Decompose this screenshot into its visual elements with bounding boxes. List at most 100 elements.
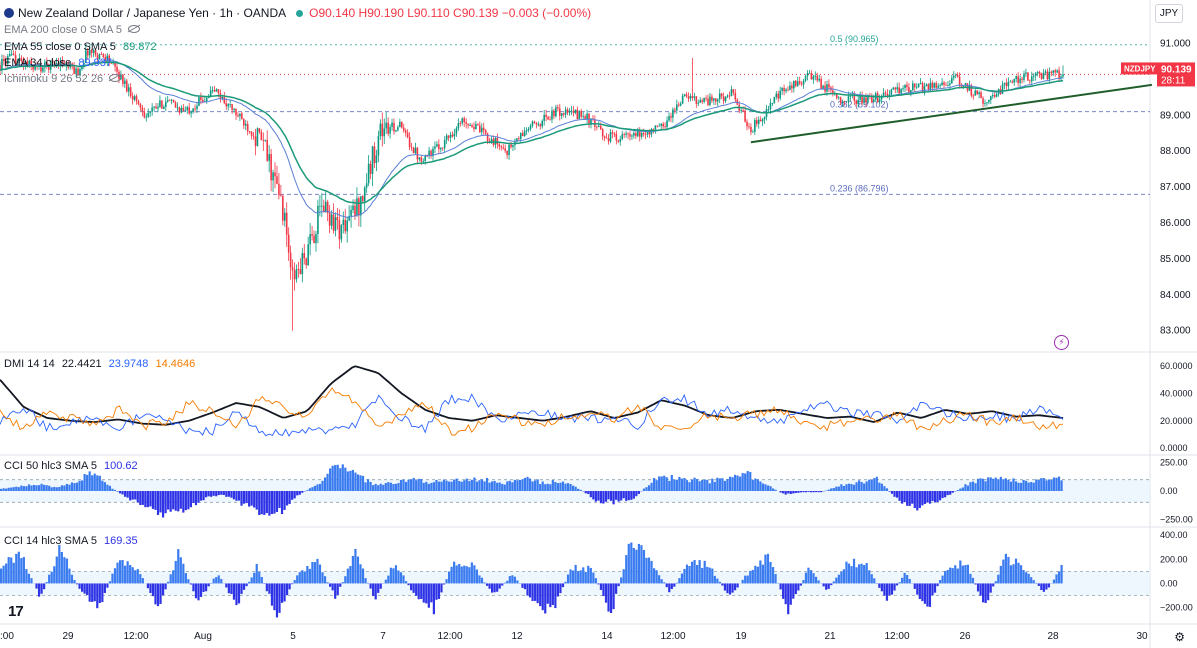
cci14-bar xyxy=(696,564,699,584)
candle-body xyxy=(385,122,387,129)
cci50-bar xyxy=(359,475,362,491)
cci50-bar xyxy=(1017,482,1020,491)
dmi-tick-label: 0.0000 xyxy=(1160,443,1188,453)
cci14-bar xyxy=(936,583,939,587)
cci50-bar xyxy=(1050,479,1053,491)
hidden-eye-icon[interactable] xyxy=(128,25,141,33)
cci14-bar xyxy=(298,572,301,584)
candle-body xyxy=(1019,78,1021,83)
cci50-bar xyxy=(129,491,132,501)
cci14-bar xyxy=(20,558,23,584)
candle-body xyxy=(666,120,668,128)
cci14-bar xyxy=(627,543,630,584)
cci50-bar xyxy=(625,491,628,501)
cci50-bar xyxy=(982,478,985,491)
candle-body xyxy=(804,76,807,81)
cci50-bar xyxy=(901,491,904,504)
dmi-legend[interactable]: DMI 14 14 22.4421 23.9748 14.4646 xyxy=(4,358,195,370)
candle-body xyxy=(465,122,467,124)
ema55-legend[interactable]: EMA 55 close 0 SMA 5 89.872 xyxy=(4,41,157,53)
cci50-bar xyxy=(280,491,284,515)
cci14-bar xyxy=(344,576,347,584)
currency-button[interactable]: JPY xyxy=(1155,4,1183,23)
cci50-bar xyxy=(60,485,63,491)
cci50-bar xyxy=(232,491,236,500)
cci14-bar xyxy=(966,564,970,584)
cci50-bar xyxy=(15,486,18,491)
cci50-bar xyxy=(577,488,580,491)
candle-body xyxy=(330,214,333,226)
candle-body xyxy=(952,75,955,78)
candle-body xyxy=(373,146,376,164)
candle-body xyxy=(455,128,458,134)
cci14-bar xyxy=(369,583,372,589)
cci50-legend[interactable]: CCI 50 hlc3 SMA 5 100.62 xyxy=(4,460,138,472)
cci50-bar xyxy=(161,491,165,518)
candle-body xyxy=(685,94,688,97)
cci14-bar xyxy=(402,575,405,584)
ichimoku-legend[interactable]: Ichimoku 9 26 52 26 xyxy=(4,73,122,85)
candle-body xyxy=(322,205,325,213)
cci50-bar xyxy=(174,491,177,511)
cci14-bar xyxy=(721,583,724,586)
cci50-bar xyxy=(339,468,342,491)
ema34-legend[interactable]: EMA 34 close 89.937 xyxy=(4,57,112,69)
candle-body xyxy=(954,74,957,76)
candle-body xyxy=(447,135,450,138)
candle-body xyxy=(835,93,838,98)
candle-body xyxy=(793,80,795,89)
cci50-bar xyxy=(589,491,592,498)
candle-body xyxy=(504,148,506,151)
price-tick-label: 91.000 xyxy=(1160,39,1191,50)
candle-body xyxy=(904,84,906,89)
cci14-bar xyxy=(718,581,721,584)
cci50-bar xyxy=(761,483,765,491)
candle-body xyxy=(1052,70,1055,73)
cci50-bar xyxy=(351,469,355,491)
candle-body xyxy=(190,112,192,114)
lightning-icon[interactable]: ⚡ xyxy=(1054,335,1069,350)
candle-body xyxy=(274,172,276,177)
candle-body xyxy=(853,94,856,101)
candle-body xyxy=(332,214,335,231)
cci50-bar xyxy=(716,477,719,491)
candle-body xyxy=(244,123,247,126)
candle-body xyxy=(252,135,255,137)
candle-body xyxy=(168,100,171,102)
cci50-bar xyxy=(118,491,122,494)
cci50-bar xyxy=(916,491,919,511)
cci14-bar xyxy=(579,570,582,584)
candle-body xyxy=(1042,72,1045,79)
candle-body xyxy=(326,201,329,213)
cci50-value: 100.62 xyxy=(104,460,138,472)
ema200-legend[interactable]: EMA 200 close 0 SMA 5 xyxy=(4,24,141,36)
ema200-label: EMA 200 close 0 SMA 5 xyxy=(4,24,123,36)
candle-body xyxy=(297,269,300,270)
candle-body xyxy=(808,72,811,74)
cci50-bar xyxy=(584,491,587,494)
minus-di-value: 14.4646 xyxy=(155,358,196,370)
candle-body xyxy=(149,111,151,113)
candle-body xyxy=(235,108,237,116)
candle-body xyxy=(1032,75,1035,77)
candle-body xyxy=(849,95,852,97)
cci14-bar xyxy=(852,558,856,584)
hidden-eye-icon[interactable] xyxy=(109,74,122,82)
cci14-bar xyxy=(544,583,547,614)
cci14-bar xyxy=(850,566,853,584)
candle-body xyxy=(375,155,378,164)
cci14-legend[interactable]: CCI 14 hlc3 SMA 5 169.35 xyxy=(4,535,138,547)
candle-body xyxy=(406,132,409,138)
cci14-bar xyxy=(427,583,430,608)
gear-icon[interactable]: ⚙ xyxy=(1174,630,1185,644)
candle-body xyxy=(81,66,83,70)
cci50-bar xyxy=(840,484,843,491)
time-tick-label: :00 xyxy=(0,631,14,642)
cci50-bar xyxy=(911,491,914,504)
candle-body xyxy=(53,62,56,66)
candle-body xyxy=(356,198,358,216)
candle-body xyxy=(280,195,282,197)
cci50-bar xyxy=(349,470,352,491)
tradingview-logo: 17 xyxy=(8,603,24,620)
